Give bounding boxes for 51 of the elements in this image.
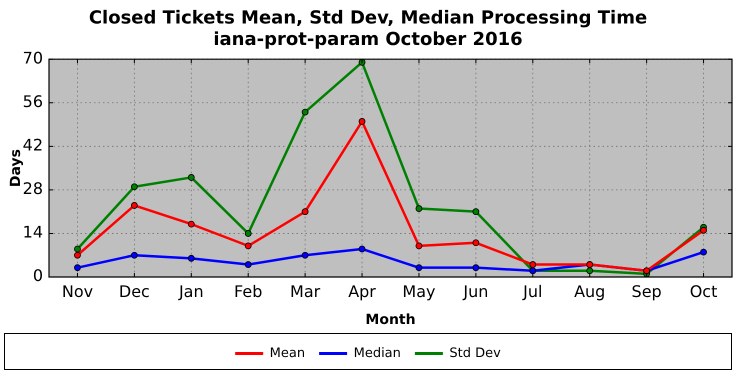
y-tick-label: 56 — [22, 92, 43, 111]
x-tick-label: Mar — [290, 282, 321, 301]
x-tick-label: Jan — [178, 282, 204, 301]
point — [302, 108, 309, 116]
x-tick-label: Aug — [574, 282, 606, 301]
x-tick-label: Sep — [632, 282, 662, 301]
point — [472, 264, 480, 272]
y-tick-label: 14 — [22, 222, 43, 242]
point — [586, 267, 594, 274]
point — [700, 226, 707, 234]
x-tick-label: Feb — [234, 282, 262, 301]
y-tick-label: 70 — [22, 48, 43, 68]
point — [74, 252, 81, 259]
point — [358, 118, 366, 125]
x-tick-label: Jul — [522, 282, 542, 301]
point — [416, 205, 422, 212]
point — [700, 248, 707, 256]
x-axis-title: Month — [365, 312, 416, 328]
x-tick-label: Oct — [690, 282, 718, 301]
point — [416, 264, 422, 272]
y-tick-label: 42 — [22, 135, 43, 154]
x-tick-label: Jun — [462, 282, 488, 301]
point — [472, 208, 480, 216]
point — [188, 174, 195, 181]
point — [529, 261, 536, 268]
point — [244, 261, 252, 268]
point — [244, 230, 252, 237]
point — [130, 183, 138, 190]
chart-title: Closed Tickets Mean, Std Dev, Median Processing Time iana-prot-param October 2016 — [88, 7, 648, 50]
x-tick-label: Dec — [118, 282, 150, 301]
y-axis-title: Days — [8, 149, 24, 188]
point — [188, 254, 195, 262]
legend-label: Std Dev — [449, 346, 502, 361]
point — [130, 202, 138, 209]
y-tick-label: 28 — [22, 179, 43, 198]
point — [188, 220, 195, 228]
point — [130, 252, 138, 259]
legend-label: Mean — [270, 346, 306, 361]
point — [302, 208, 309, 216]
point — [74, 264, 81, 272]
point — [416, 242, 422, 250]
x-tick-label: May — [402, 282, 436, 301]
point — [302, 252, 309, 259]
point — [472, 239, 480, 246]
x-tick-label: Apr — [348, 282, 376, 301]
y-tick-label: 0 — [32, 266, 43, 286]
legend-label: Median — [354, 346, 401, 361]
x-tick-label: Nov — [62, 282, 94, 301]
point — [244, 242, 252, 250]
point — [358, 246, 366, 252]
point — [74, 246, 81, 252]
